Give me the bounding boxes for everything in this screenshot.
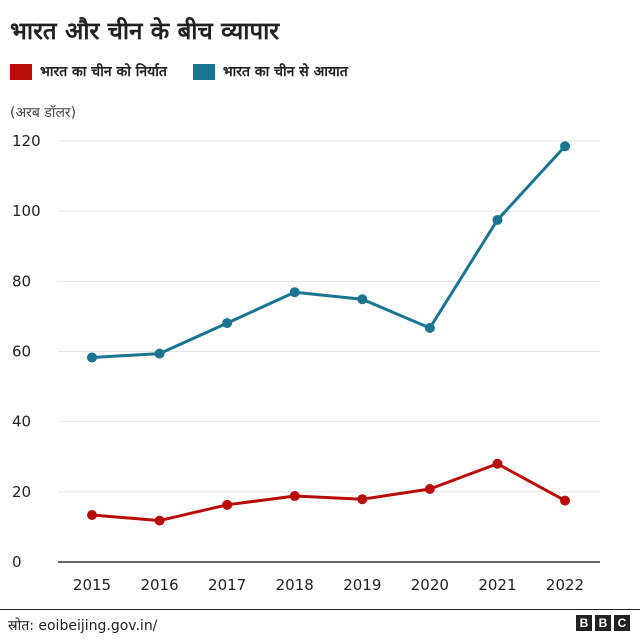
imports-point <box>289 287 300 298</box>
y-tick-label: 120 <box>12 132 41 150</box>
exports-point <box>222 499 233 510</box>
bbc-logo-letter: C <box>614 615 630 631</box>
imports-point <box>357 294 368 305</box>
source-text: स्रोत: eoibeijing.gov.in/ <box>8 618 158 634</box>
x-tick-label: 2020 <box>411 576 449 594</box>
legend-label-imports: भारत का चीन से आयात <box>222 64 348 80</box>
exports-point <box>424 484 435 495</box>
x-tick-label: 2016 <box>140 576 178 594</box>
exports-line <box>90 462 567 523</box>
imports-line <box>90 144 567 359</box>
exports-point <box>87 509 97 520</box>
legend-label-exports: भारत का चीन को निर्यात <box>40 64 167 80</box>
exports-point <box>560 495 570 506</box>
y-tick-label: 100 <box>12 202 41 220</box>
y-tick-label: 20 <box>12 483 31 501</box>
exports-point <box>492 458 503 469</box>
legend-item-imports: भारत का चीन से आयात <box>192 62 348 81</box>
y-axis-unit-label: (अरब डॉलर) <box>10 105 77 121</box>
imports-point <box>222 318 233 329</box>
legend-swatch-exports <box>10 63 32 80</box>
x-tick-label: 2017 <box>208 576 246 594</box>
x-tick-label: 2019 <box>343 576 381 594</box>
y-tick-label: 60 <box>12 343 31 361</box>
x-tick-label: 2022 <box>546 576 584 594</box>
imports-point <box>87 352 97 363</box>
imports-point <box>492 214 503 225</box>
imports-point <box>154 348 165 359</box>
footer-divider <box>0 609 640 610</box>
legend: भारत का चीन को निर्यात भारत का चीन से आय… <box>10 62 374 81</box>
x-tick-label: 2015 <box>73 576 111 594</box>
legend-item-exports: भारत का चीन को निर्यात <box>10 62 167 81</box>
chart-title: भारत और चीन के बीच व्यापार <box>10 17 280 45</box>
bbc-logo-letter: B <box>595 615 611 631</box>
imports-point <box>560 141 570 152</box>
y-tick-label: 0 <box>12 553 22 571</box>
exports-point <box>154 515 165 526</box>
bbc-logo-letter: B <box>576 615 592 631</box>
exports-point <box>289 491 300 502</box>
x-tick-label: 2018 <box>276 576 314 594</box>
legend-swatch-imports <box>192 63 215 80</box>
exports-point <box>357 494 368 505</box>
y-tick-label: 40 <box>12 413 31 431</box>
bbc-logo: B B C <box>573 615 630 631</box>
imports-point <box>424 322 435 333</box>
y-tick-label: 80 <box>12 272 31 290</box>
x-tick-label: 2021 <box>478 576 516 594</box>
